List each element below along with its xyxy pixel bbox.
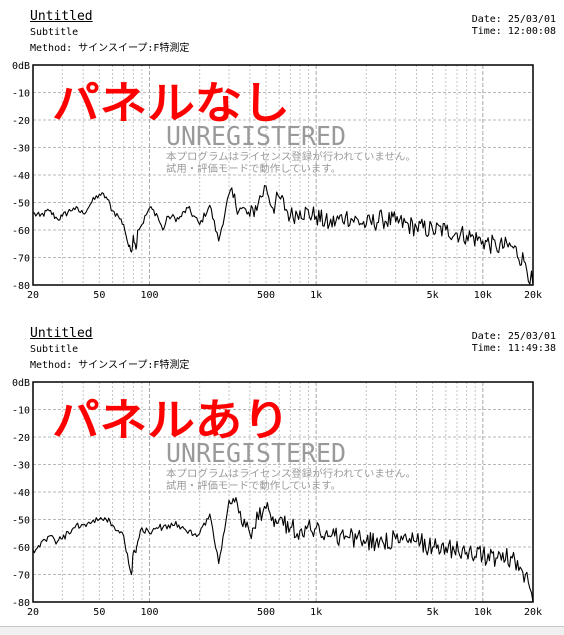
y-tick-label: -20 [12,433,30,444]
x-tick-label: 50 [93,607,105,618]
chart-panel-no-panel: Untitled Subtitle Method: サインスイープ:F特測定 D… [0,0,564,317]
y-tick-label: -10 [12,406,30,417]
y-tick-label: -50 [12,516,30,527]
y-tick-label: 0dB [12,378,30,389]
y-tick-label: -80 [12,281,30,292]
x-tick-label: 20 [27,290,39,301]
y-tick-label: -30 [12,144,30,155]
watermark-note-1: 本プログラムはライセンス登録が行われていません。 [166,150,416,163]
y-tick-label: -10 [12,89,30,100]
y-tick-label: -60 [12,543,30,554]
annotation-label: パネルあり [52,395,290,446]
method-label: Method: サインスイープ:F特測定 [30,360,190,371]
time-label: Time: 12:00:08 [471,26,556,37]
response-series-line [32,497,534,603]
method-label: Method: サインスイープ:F特測定 [30,43,190,54]
plot-frame [32,64,534,286]
chart-panel-with-panel: Untitled Subtitle Method: サインスイープ:F特測定 D… [0,317,564,634]
y-tick-label: -40 [12,171,30,182]
x-tick-label: 500 [257,607,275,618]
y-tick-label: -60 [12,226,30,237]
chart-title: Untitled [30,326,93,341]
x-tick-label: 20k [524,607,542,618]
watermark-title: UNREGISTERED [166,122,346,152]
watermark-note-1: 本プログラムはライセンス登録が行われていません。 [166,467,416,480]
x-tick-label: 20 [27,607,39,618]
x-tick-label: 500 [257,290,275,301]
x-tick-label: 10k [474,607,492,618]
x-tick-label: 10k [474,290,492,301]
chart-subtitle: Subtitle [30,344,79,355]
plot-frame [32,381,534,603]
x-tick-label: 5k [427,290,439,301]
x-tick-label: 50 [93,290,105,301]
window-bottom-edge [0,626,564,635]
x-tick-label: 100 [140,607,158,618]
chart-title: Untitled [30,9,93,24]
time-label: Time: 11:49:38 [471,343,556,354]
x-tick-label: 20k [524,290,542,301]
watermark-note-2: 試用・評価モードで動作しています。 [166,162,341,175]
date-label: Date: 25/03/01 [471,14,556,25]
y-tick-label: -70 [12,254,30,265]
y-tick-label: -70 [12,571,30,582]
y-tick-label: -40 [12,488,30,499]
watermark-note-2: 試用・評価モードで動作しています。 [166,479,341,492]
response-series-line [32,185,534,286]
x-tick-label: 5k [427,607,439,618]
frequency-response-chart: パネルありUNREGISTERED本プログラムはライセンス登録が行われていません… [12,378,542,618]
frequency-response-chart: パネルなしUNREGISTERED本プログラムはライセンス登録が行われていません… [12,61,542,301]
y-tick-label: -80 [12,598,30,609]
y-tick-label: -30 [12,461,30,472]
y-tick-label: -20 [12,116,30,127]
date-label: Date: 25/03/01 [471,331,556,342]
chart-subtitle: Subtitle [30,27,79,38]
x-tick-label: 100 [140,290,158,301]
x-tick-label: 1k [310,290,322,301]
y-tick-label: -50 [12,199,30,210]
watermark-title: UNREGISTERED [166,439,346,469]
y-tick-label: 0dB [12,61,30,72]
x-tick-label: 1k [310,607,322,618]
annotation-label: パネルなし [52,78,290,129]
